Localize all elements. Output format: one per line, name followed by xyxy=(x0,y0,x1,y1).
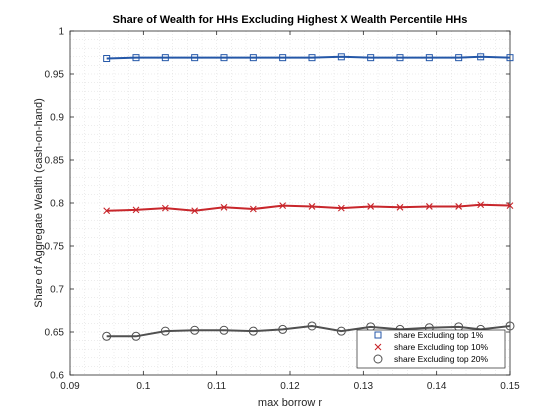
x-tick-label: 0.1 xyxy=(136,381,150,392)
legend-label: share Excluding top 20% xyxy=(394,354,488,364)
data-point xyxy=(248,326,258,336)
y-axis-label: Share of Aggregate Wealth (cash-on-hand) xyxy=(33,98,45,308)
data-point xyxy=(103,55,111,63)
y-tick-label: 0.9 xyxy=(50,113,64,124)
data-point xyxy=(190,325,200,335)
data-point xyxy=(219,325,229,335)
data-point xyxy=(477,201,485,209)
x-tick-label: 0.15 xyxy=(500,381,520,392)
legend-label: share Excluding top 10% xyxy=(394,342,488,352)
data-point xyxy=(337,204,345,212)
data-point xyxy=(249,205,257,213)
y-tick-label: 0.95 xyxy=(45,70,65,81)
x-tick-label: 0.12 xyxy=(280,381,300,392)
y-tick-label: 0.75 xyxy=(45,242,65,253)
data-point xyxy=(220,54,228,62)
data-point xyxy=(132,54,140,62)
x-tick-label: 0.09 xyxy=(60,381,80,392)
data-point xyxy=(103,207,111,215)
data-point xyxy=(132,206,140,214)
series-2 xyxy=(103,201,514,215)
data-point xyxy=(279,54,287,62)
data-point xyxy=(477,53,485,61)
legend-marker xyxy=(374,343,382,351)
data-point xyxy=(455,203,463,210)
data-point xyxy=(425,203,433,210)
data-point xyxy=(307,321,317,331)
legend-label: share Excluding top 1% xyxy=(394,330,484,340)
data-point xyxy=(367,54,375,62)
data-point xyxy=(336,326,346,336)
data-point xyxy=(506,202,514,209)
data-point xyxy=(278,324,288,334)
data-point xyxy=(279,202,287,209)
series-1 xyxy=(103,53,514,63)
series-line xyxy=(106,324,511,338)
series-3 xyxy=(102,321,515,341)
data-point xyxy=(455,54,463,62)
data-point xyxy=(131,331,141,341)
data-point xyxy=(506,54,514,62)
data-point xyxy=(220,203,228,211)
data-point xyxy=(367,203,375,210)
legend-box xyxy=(356,329,506,369)
x-tick-label: 0.13 xyxy=(354,381,374,392)
y-tick-label: 0.85 xyxy=(45,156,65,167)
data-point xyxy=(191,54,199,62)
x-tick-label: 0.11 xyxy=(207,381,226,392)
data-point xyxy=(396,203,404,211)
series-line xyxy=(106,55,511,60)
data-point xyxy=(337,53,345,61)
data-point xyxy=(308,54,316,62)
data-point xyxy=(308,203,316,210)
legend-marker xyxy=(373,354,383,364)
y-tick-label: 0.7 xyxy=(50,285,64,296)
data-point xyxy=(161,204,169,212)
data-point xyxy=(396,54,404,62)
data-point xyxy=(249,54,257,62)
data-point xyxy=(161,54,169,62)
data-point xyxy=(425,54,433,62)
y-tick-label: 1 xyxy=(58,27,64,38)
y-tick-label: 0.6 xyxy=(50,371,64,382)
legend-marker xyxy=(374,331,382,339)
axis-ticks: 0.09 0.1 0.11 0.12 0.13 0.14 0.15 0.6 0.65 0.7 0.7… xyxy=(45,27,521,393)
data-point xyxy=(505,321,515,331)
y-tick-label: 0.65 xyxy=(45,328,65,339)
data-point xyxy=(191,207,199,215)
data-point xyxy=(102,331,112,341)
series-layer xyxy=(102,53,515,341)
x-tick-label: 0.14 xyxy=(427,381,447,392)
data-point xyxy=(160,326,170,336)
legend: share Excluding top 1% share Excluding to… xyxy=(356,329,506,369)
x-axis-label: max borrow r xyxy=(258,397,323,409)
y-tick-label: 0.8 xyxy=(50,199,64,210)
chart-title: Share of Wealth for HHs Excluding Highes… xyxy=(113,14,468,26)
